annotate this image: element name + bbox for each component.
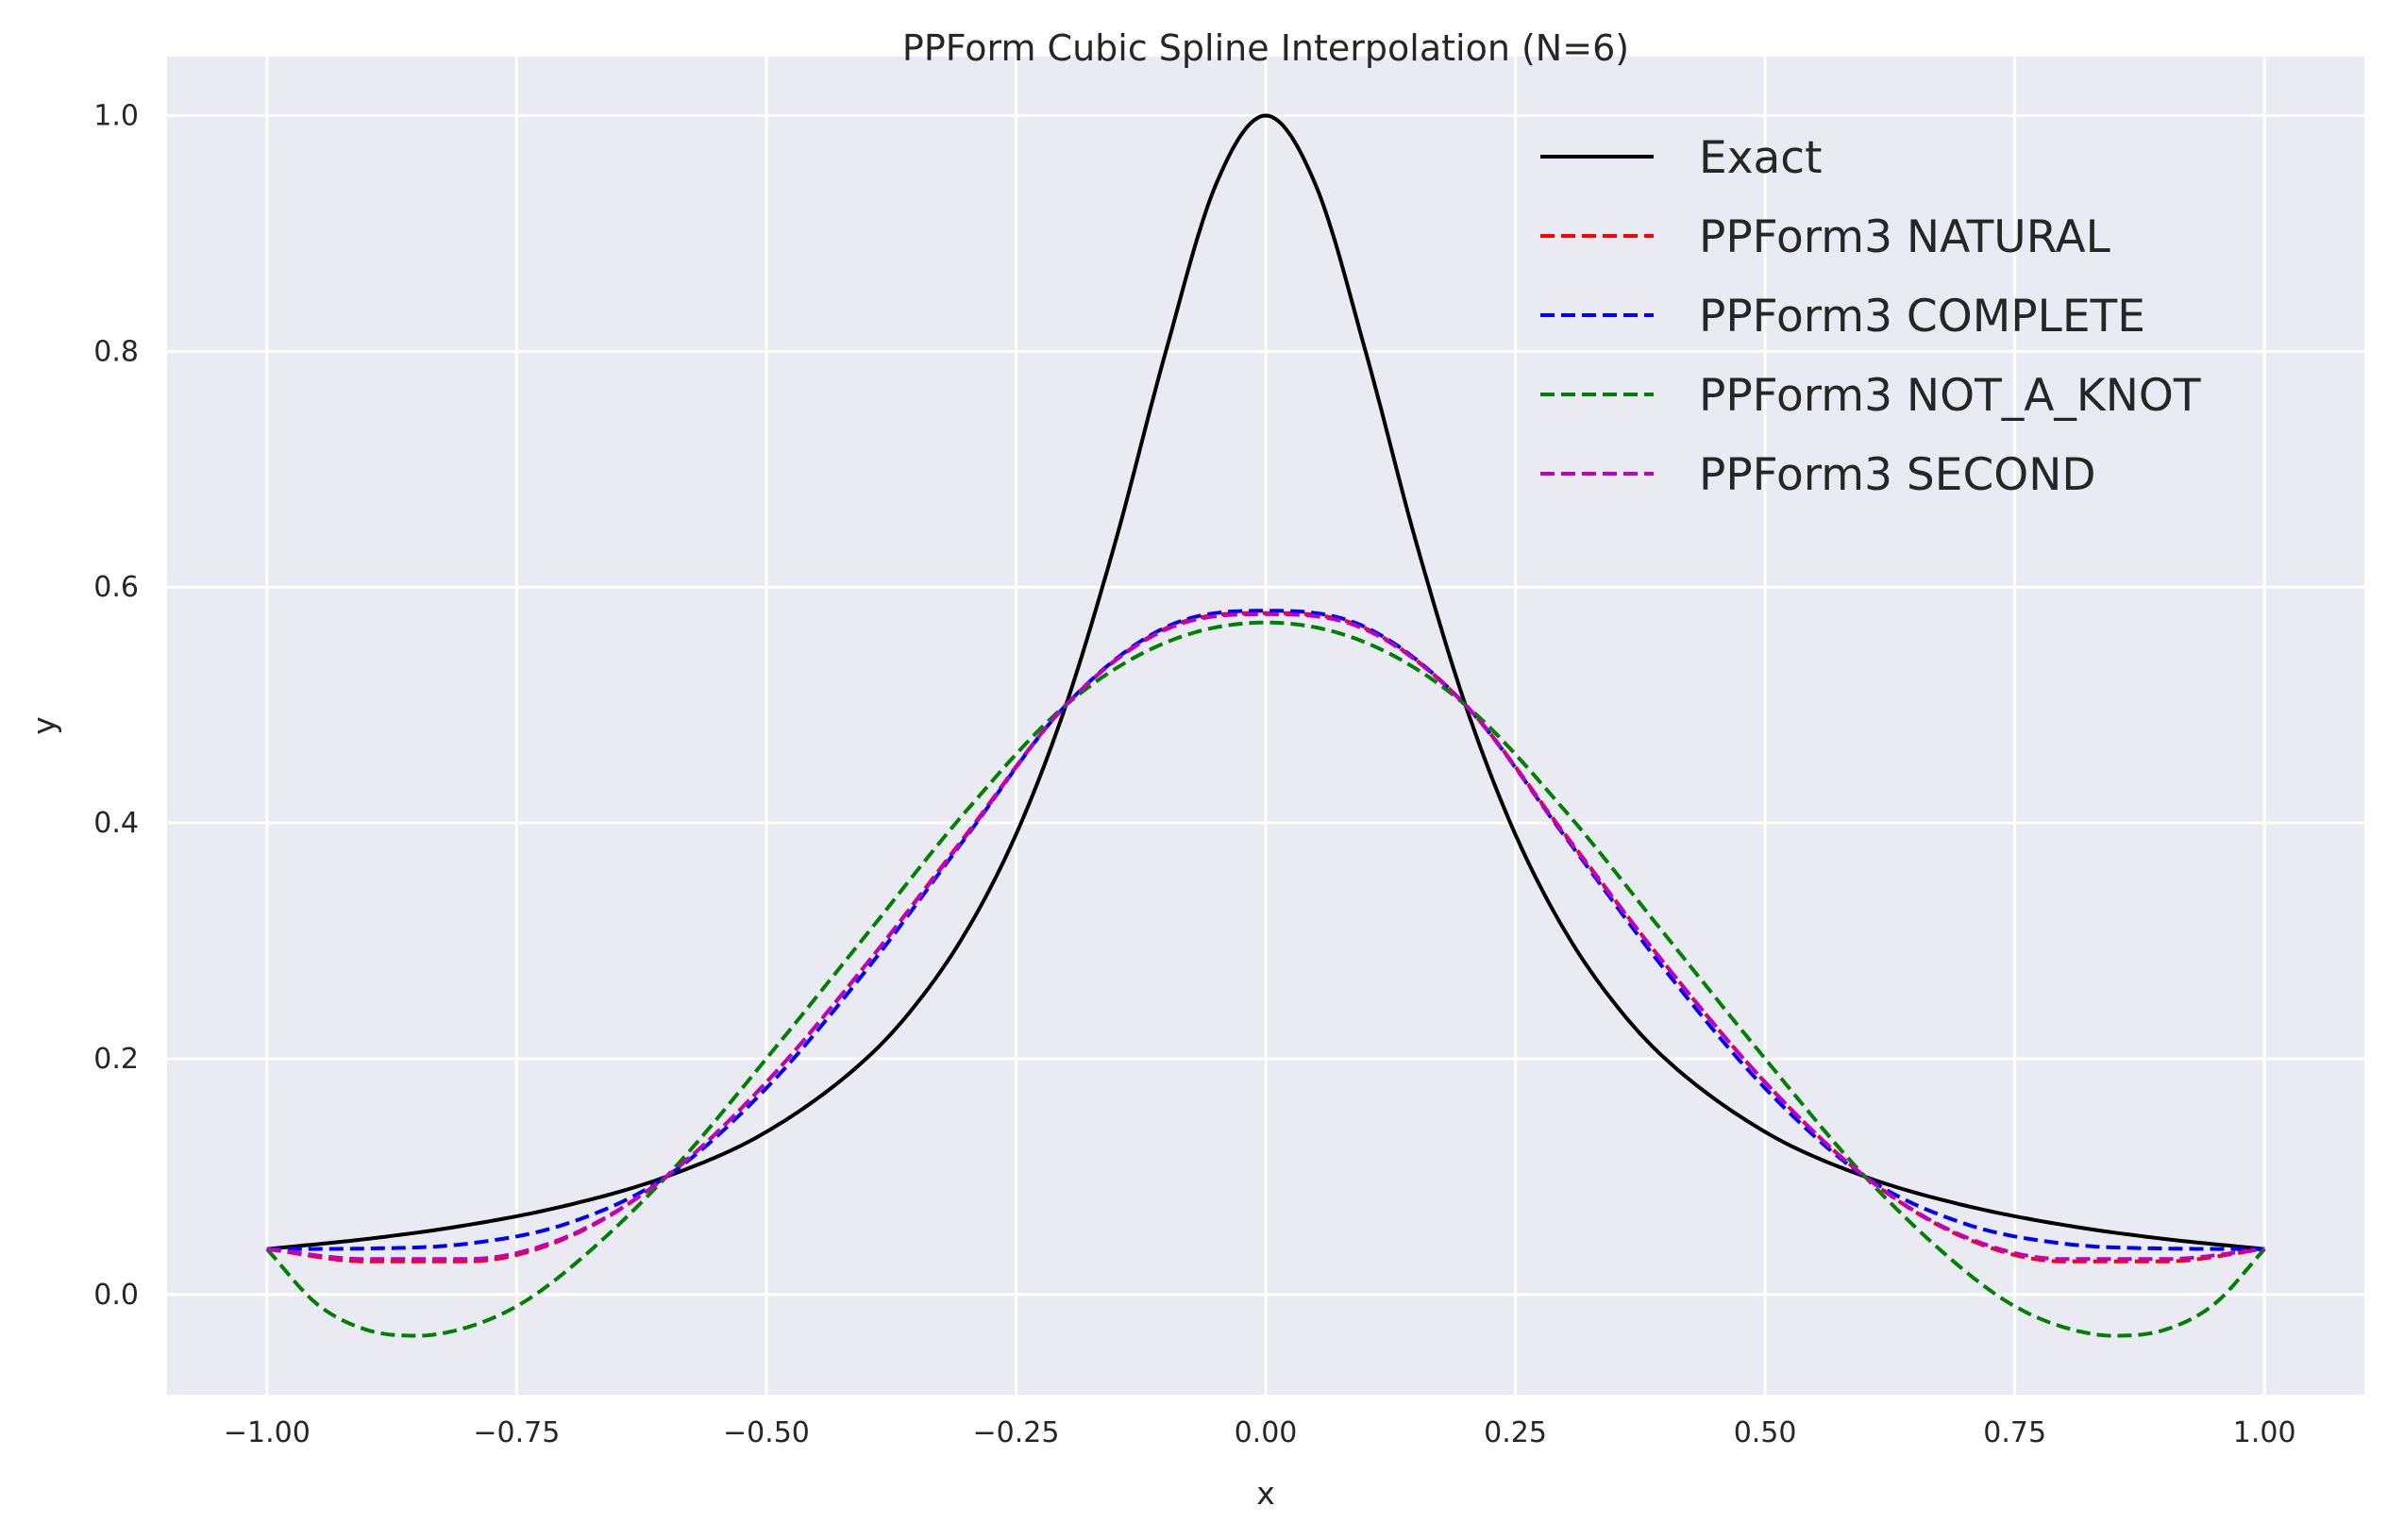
y-axis-label: y	[25, 716, 62, 735]
series-line	[265, 620, 2266, 1338]
x-axis-label: x	[1256, 1475, 1275, 1512]
legend-label: PPForm3 SECOND	[1699, 449, 2096, 501]
series-line	[266, 609, 2265, 1251]
y-tick-label: 1.0	[93, 99, 139, 132]
legend-label: PPForm3 NATURAL	[1699, 211, 2110, 263]
x-tick-label: 1.00	[2233, 1416, 2296, 1449]
legend-label: PPForm3 COMPLETE	[1699, 291, 2145, 343]
y-tick-label: 0.4	[93, 807, 139, 840]
x-tick-label: −0.25	[972, 1416, 1059, 1449]
y-tick-label: 0.8	[93, 335, 139, 368]
tick-labels: −1.00 −0.75 −0.50 −0.25 0.00 0.25 0.50 0.75 1.00…	[93, 99, 2295, 1449]
x-tick-label: 0.25	[1484, 1416, 1547, 1449]
x-tick-label: 0.00	[1235, 1416, 1298, 1449]
series-line	[266, 611, 2265, 1262]
series-lines	[265, 113, 2266, 1338]
y-tick-label: 0.0	[93, 1279, 139, 1312]
x-tick-label: −0.50	[723, 1416, 810, 1449]
chart-title: PPForm Cubic Spline Interpolation (N=6)	[902, 27, 1629, 69]
x-tick-label: −1.00	[224, 1416, 311, 1449]
x-tick-label: −0.75	[473, 1416, 560, 1449]
y-tick-label: 0.6	[93, 571, 139, 604]
x-tick-label: 0.50	[1734, 1416, 1797, 1449]
legend-label: PPForm3 NOT_A_KNOT	[1699, 370, 2201, 422]
y-tick-label: 0.2	[93, 1043, 139, 1076]
series-line	[266, 113, 2265, 1251]
x-tick-label: 0.75	[1983, 1416, 2046, 1449]
legend-label: Exact	[1699, 132, 1823, 184]
legend: Exact PPForm3 NATURAL PPForm3 COMPLETE PPFo…	[1540, 132, 2201, 501]
